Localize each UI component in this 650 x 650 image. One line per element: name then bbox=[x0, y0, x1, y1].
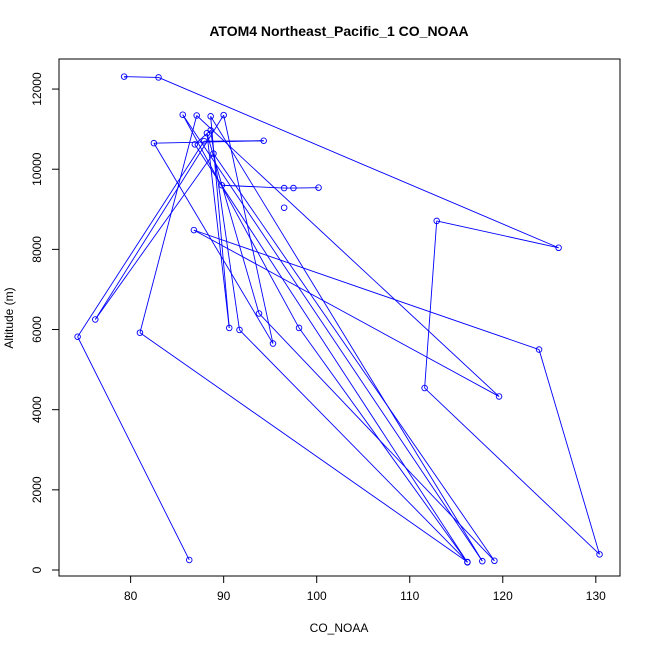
data-point bbox=[193, 112, 200, 119]
data-point bbox=[315, 184, 322, 191]
y-tick-label: 12000 bbox=[30, 72, 44, 106]
data-point bbox=[74, 333, 81, 340]
data-point bbox=[280, 184, 288, 192]
x-tick-label: 100 bbox=[307, 589, 327, 603]
data-point bbox=[433, 217, 440, 225]
series-segment bbox=[182, 114, 300, 329]
data-point bbox=[218, 181, 226, 189]
series-segment bbox=[206, 133, 230, 328]
data-point bbox=[290, 184, 297, 192]
x-tick-label: 120 bbox=[493, 589, 513, 603]
x-tick-label: 130 bbox=[586, 589, 606, 603]
data-point bbox=[220, 111, 227, 119]
series-segment bbox=[298, 327, 468, 563]
data-point bbox=[200, 137, 208, 145]
y-axis-ticks: 0 2000 4000 6000 8000 10000 12000 bbox=[30, 72, 59, 573]
series-segment bbox=[210, 116, 483, 562]
series-segment bbox=[239, 329, 468, 563]
data-point bbox=[136, 329, 144, 336]
data-point bbox=[190, 226, 198, 234]
series-segment bbox=[124, 76, 159, 78]
data-point bbox=[495, 393, 503, 400]
series-segment bbox=[194, 144, 468, 563]
series-segment bbox=[213, 153, 495, 562]
data-point bbox=[596, 551, 603, 558]
y-tick-label: 2000 bbox=[30, 476, 44, 503]
data-point bbox=[236, 326, 243, 334]
series-co-noaa bbox=[77, 76, 600, 563]
data-point bbox=[155, 74, 162, 81]
data-point bbox=[120, 73, 128, 80]
series-segment bbox=[77, 336, 190, 561]
series-segment bbox=[158, 77, 559, 249]
series-segment bbox=[436, 220, 559, 249]
series-segment bbox=[194, 130, 211, 145]
series-segment bbox=[94, 114, 225, 320]
series-segment bbox=[139, 115, 198, 333]
series-segment bbox=[182, 114, 483, 562]
series-segment bbox=[424, 387, 600, 555]
y-tick-label: 10000 bbox=[30, 152, 44, 186]
data-point bbox=[269, 340, 277, 347]
data-point bbox=[491, 557, 498, 565]
series-segment bbox=[77, 140, 205, 337]
series-segment bbox=[538, 349, 600, 555]
series-segment bbox=[258, 313, 495, 562]
data-point bbox=[280, 204, 288, 211]
data-point bbox=[555, 244, 562, 252]
series-segment bbox=[153, 142, 274, 344]
data-point bbox=[92, 316, 99, 323]
y-axis-label: Altitude (m) bbox=[2, 287, 16, 348]
data-point bbox=[479, 557, 486, 565]
data-point bbox=[255, 310, 263, 317]
data-point bbox=[421, 384, 428, 392]
series-segment bbox=[223, 115, 274, 344]
series-segment bbox=[139, 332, 468, 563]
data-point bbox=[226, 324, 233, 332]
data-point bbox=[260, 137, 267, 145]
data-point bbox=[207, 113, 214, 120]
x-tick-label: 110 bbox=[400, 589, 419, 603]
x-tick-label: 80 bbox=[124, 589, 138, 603]
series-segment bbox=[210, 130, 240, 330]
series-segment bbox=[221, 184, 285, 189]
data-point bbox=[179, 111, 186, 118]
data-point bbox=[150, 139, 158, 147]
data-point bbox=[191, 141, 199, 148]
data-point bbox=[210, 150, 217, 157]
series-segment bbox=[193, 229, 540, 350]
chart-title: ATOM4 Northeast_Pacific_1 CO_NOAA bbox=[209, 23, 468, 39]
series-segment bbox=[94, 153, 214, 320]
x-axis-ticks: 80 90 100 110 120 130 bbox=[124, 576, 606, 603]
series-segment bbox=[153, 140, 264, 144]
y-tick-label: 6000 bbox=[30, 316, 44, 343]
series-segment bbox=[196, 115, 500, 397]
plot-frame bbox=[58, 58, 621, 577]
data-point bbox=[185, 556, 193, 564]
y-tick-label: 8000 bbox=[30, 236, 44, 263]
x-axis-label: CO_NOAA bbox=[310, 621, 369, 635]
data-point bbox=[464, 558, 471, 566]
y-tick-label: 4000 bbox=[30, 396, 44, 423]
y-tick-label: 0 bbox=[30, 566, 44, 573]
series-markers bbox=[74, 73, 603, 566]
data-point bbox=[295, 324, 303, 332]
series-segment bbox=[424, 220, 438, 389]
data-point bbox=[207, 127, 214, 134]
x-tick-label: 90 bbox=[217, 589, 231, 603]
series-segment bbox=[193, 229, 500, 397]
data-point bbox=[535, 346, 543, 353]
